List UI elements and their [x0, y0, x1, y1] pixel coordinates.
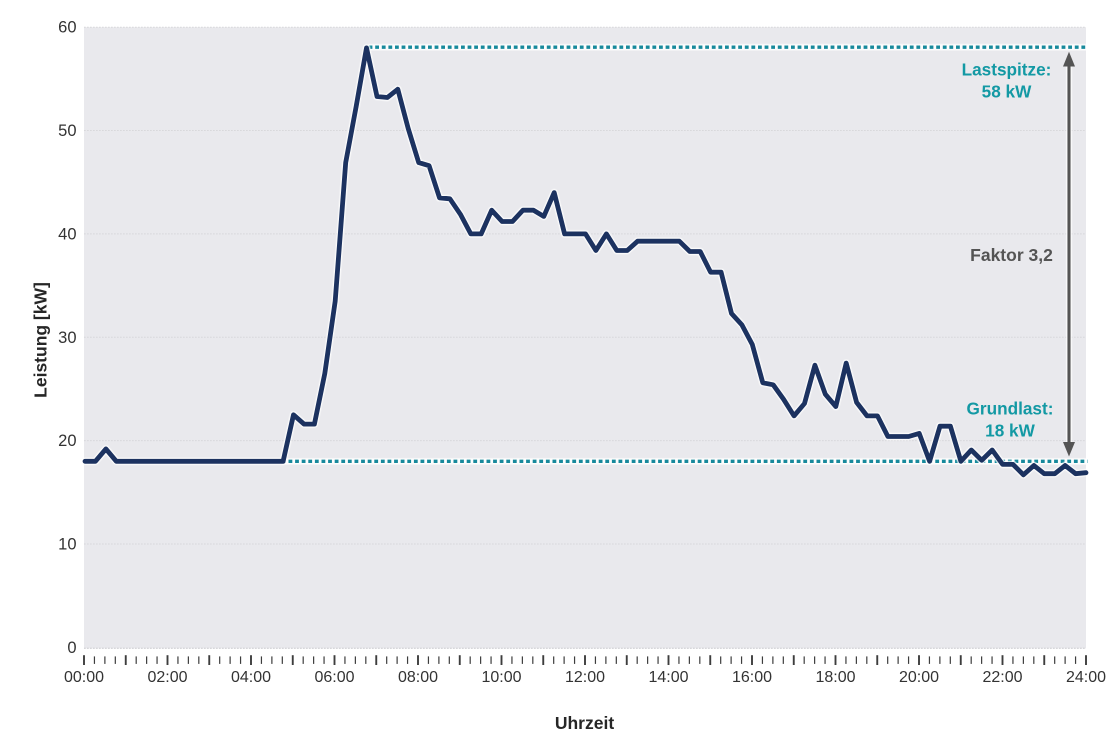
svg-text:50: 50 [58, 122, 76, 140]
svg-text:10: 10 [58, 536, 76, 554]
svg-text:04:00: 04:00 [231, 669, 271, 686]
svg-text:00:00: 00:00 [64, 669, 104, 686]
svg-text:60: 60 [58, 19, 76, 37]
svg-text:Uhrzeit: Uhrzeit [555, 713, 614, 733]
svg-text:Faktor 3,2: Faktor 3,2 [970, 245, 1053, 265]
svg-text:58 kW: 58 kW [982, 82, 1032, 102]
svg-text:40: 40 [58, 225, 76, 243]
svg-text:18:00: 18:00 [815, 669, 855, 686]
svg-text:Lastspitze:: Lastspitze: [962, 60, 1052, 80]
svg-text:22:00: 22:00 [982, 669, 1022, 686]
svg-text:02:00: 02:00 [147, 669, 187, 686]
svg-text:Leistung [kW]: Leistung [kW] [31, 282, 51, 398]
svg-text:20:00: 20:00 [899, 669, 939, 686]
svg-text:Grundlast:: Grundlast: [967, 399, 1054, 419]
svg-text:30: 30 [58, 329, 76, 347]
svg-text:24:00: 24:00 [1066, 669, 1106, 686]
svg-text:20: 20 [58, 432, 76, 450]
svg-text:0: 0 [67, 639, 76, 657]
svg-text:08:00: 08:00 [398, 669, 438, 686]
svg-text:12:00: 12:00 [565, 669, 605, 686]
svg-text:16:00: 16:00 [732, 669, 772, 686]
svg-text:10:00: 10:00 [481, 669, 521, 686]
svg-text:14:00: 14:00 [648, 669, 688, 686]
svg-text:18 kW: 18 kW [985, 421, 1035, 441]
svg-text:06:00: 06:00 [314, 669, 354, 686]
